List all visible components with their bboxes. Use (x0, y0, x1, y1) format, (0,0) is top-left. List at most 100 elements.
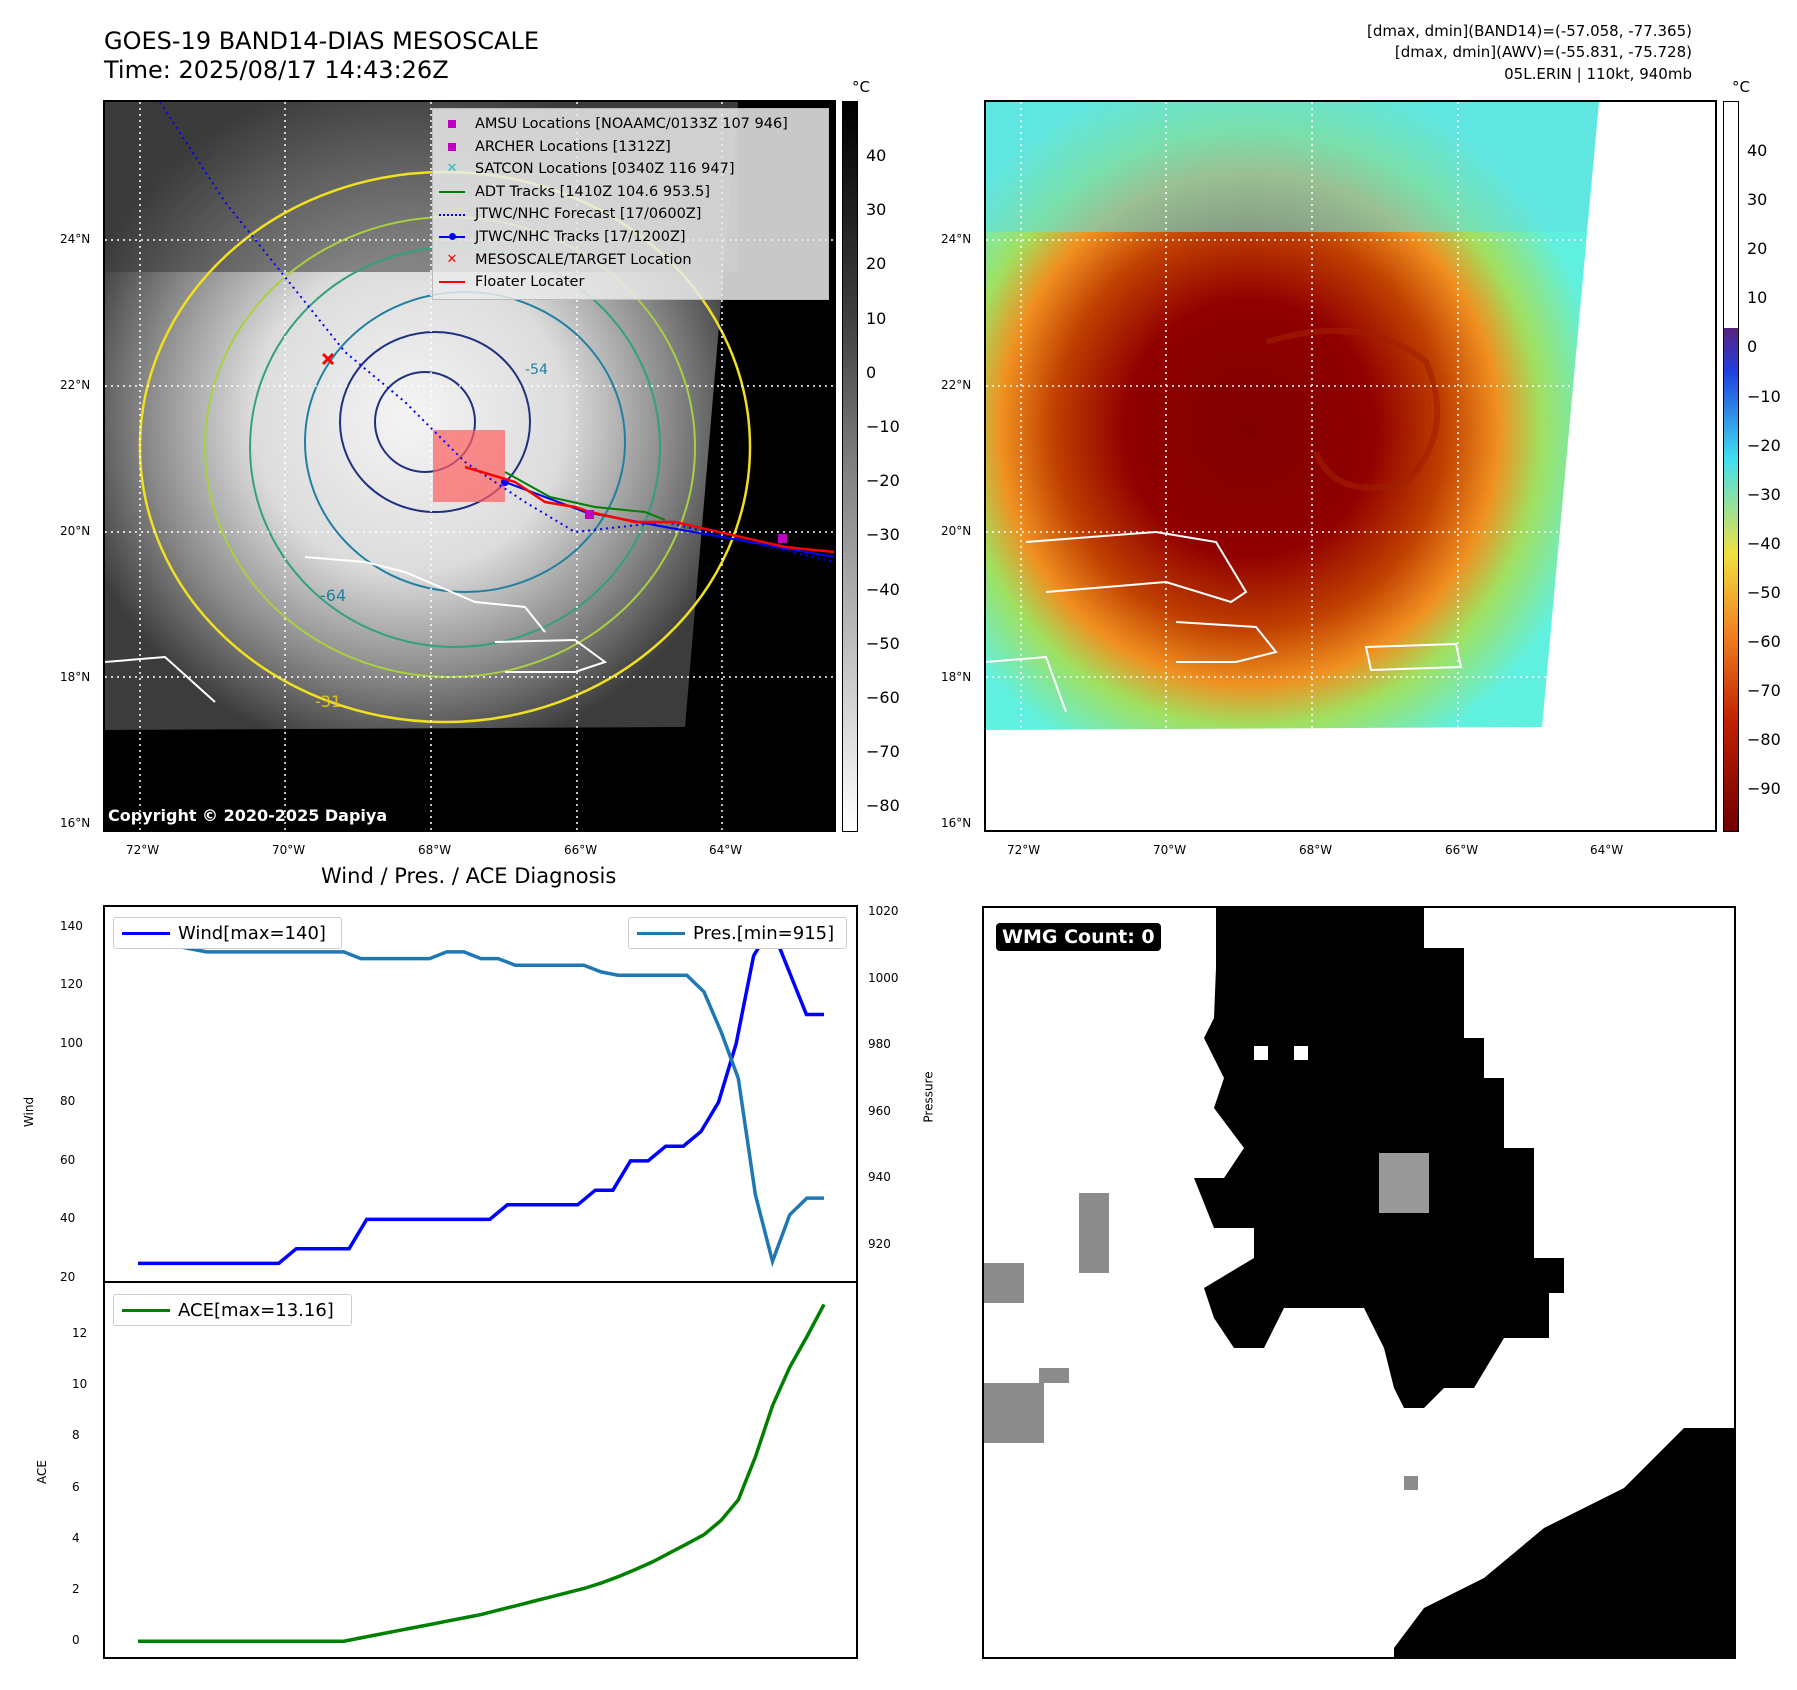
colorbar-tick-label: 20 (1747, 239, 1768, 259)
colorbar-tick-label: −40 (866, 579, 900, 599)
colorbar-left-unit: °C (852, 78, 870, 96)
wind-tick-label: 120 (60, 977, 83, 992)
wind-tick-label: 140 (60, 918, 83, 933)
lat-label: 24°N (60, 232, 91, 246)
colorbar-left (842, 101, 858, 832)
lon-label: 72°W (126, 843, 160, 857)
lon-label: 68°W (418, 843, 452, 857)
dotted-line-icon (439, 213, 465, 216)
legend-item-label: JTWC/NHC Tracks [17/1200Z] (475, 228, 686, 245)
lat-label: 22°N (941, 378, 972, 392)
wmg-panel: WMG Count: 0 (982, 906, 1736, 1659)
awv-color-panel (984, 100, 1717, 832)
wind-tick-label: 100 (60, 1035, 83, 1050)
colorbar-tick-label: −60 (866, 688, 900, 707)
wind-tick-label: 60 (60, 1152, 76, 1167)
colorbar-tick-label: −70 (1747, 681, 1781, 701)
pressure-tick-label: 960 (868, 1103, 891, 1118)
legend-item: ARCHER Locations [1312Z] (439, 136, 822, 159)
lat-label: 16°N (941, 816, 972, 830)
square-marker-icon (439, 120, 465, 129)
legend-item: JTWC/NHC Tracks [17/1200Z] (439, 226, 822, 249)
lon-label: 64°W (709, 843, 743, 857)
ace-legend-label: ACE[max=13.16] (178, 1299, 334, 1321)
contour-label: -64 (320, 586, 347, 605)
colorbar-tick-label: −50 (1747, 582, 1781, 602)
map-legend: AMSU Locations [NOAAMC/0133Z 107 946] ARC… (432, 108, 829, 300)
lon-label: 72°W (1007, 843, 1041, 857)
legend-line-icon (637, 931, 685, 935)
colorbar-tick-label: −30 (866, 525, 900, 545)
colorbar-tick-label: −70 (866, 742, 900, 762)
legend-item-label: AMSU Locations [NOAAMC/0133Z 107 946] (475, 116, 788, 132)
copyright-label: Copyright © 2020-2025 Dapiya (108, 806, 388, 825)
wind-tick-label: 40 (60, 1211, 76, 1226)
legend-item-label: MESOSCALE/TARGET Location (475, 251, 692, 268)
colorbar-tick-label: 20 (866, 254, 887, 274)
colorbar-tick-label: −80 (866, 796, 900, 816)
lat-label: 20°N (60, 524, 91, 538)
wmg-mask-image (984, 908, 1734, 1657)
legend-item: Floater Locater (439, 271, 822, 294)
lat-label: 24°N (941, 232, 972, 246)
colorbar-right-unit: °C (1732, 78, 1750, 96)
colorbar-tick-label: 30 (1747, 190, 1768, 210)
colorbar-tick-label: 10 (1747, 288, 1768, 308)
pressure-tick-label: 940 (868, 1170, 891, 1185)
x-marker-icon: ✕ (446, 161, 458, 177)
ace-tick-label: 8 (72, 1428, 80, 1443)
colorbar-tick-label: −10 (866, 417, 900, 436)
ace-tick-label: 10 (72, 1377, 88, 1392)
lon-label: 66°W (1445, 843, 1479, 857)
pressure-legend: Pres.[min=915] (628, 917, 847, 949)
line-icon (439, 191, 465, 194)
colorbar-tick-label: 0 (866, 362, 877, 382)
pressure-series-line (138, 926, 824, 1268)
colorbar-tick-label: −20 (1747, 435, 1781, 455)
title-line2: Time: 2025/08/17 14:43:26Z (104, 56, 449, 84)
pressure-legend-label: Pres.[min=915] (693, 922, 835, 944)
lon-label: 68°W (1299, 843, 1333, 857)
square-marker-icon (439, 142, 465, 151)
wind-series-line (138, 922, 824, 1266)
legend-item-label: Floater Locater (475, 274, 585, 291)
legend-item: ✕ MESOSCALE/TARGET Location (439, 249, 822, 272)
colorbar-tick-label: −80 (1747, 730, 1781, 750)
wind-tick-label: 20 (60, 1270, 76, 1284)
colorbar-tick-label: 40 (866, 146, 887, 165)
ace-tick-label: 2 (72, 1582, 80, 1596)
lat-label: 20°N (941, 524, 972, 538)
line-dot-icon (439, 233, 465, 241)
ace-legend: ACE[max=13.16] (113, 1294, 352, 1326)
header-right-line1: [dmax, dmin](BAND14)=(-57.058, -77.365) (1367, 22, 1692, 40)
awv-color-image (986, 102, 1599, 730)
line-icon (439, 281, 465, 284)
pressure-tick-label: 1020 (868, 904, 899, 918)
ace-tick-label: 6 (72, 1479, 80, 1494)
legend-item: JTWC/NHC Forecast [17/0600Z] (439, 203, 822, 226)
contour-label: -54 (525, 362, 548, 378)
colorbar-tick-label: −50 (866, 633, 900, 653)
colorbar-tick-label: −90 (1747, 779, 1781, 799)
pressure-tick-label: 920 (868, 1236, 891, 1251)
legend-item-label: ARCHER Locations [1312Z] (475, 138, 671, 155)
legend-line-icon (122, 931, 170, 935)
ace-tick-label: 12 (72, 1326, 88, 1341)
diagnosis-chart-title: Wind / Pres. / ACE Diagnosis (321, 864, 617, 888)
legend-item-label: JTWC/NHC Forecast [17/0600Z] (475, 206, 702, 223)
pressure-tick-label: 980 (868, 1037, 891, 1052)
legend-item: AMSU Locations [NOAAMC/0133Z 107 946] (439, 113, 822, 136)
colorbar-tick-label: 40 (1747, 141, 1768, 160)
lat-label: 22°N (60, 378, 91, 392)
legend-item: ✕ SATCON Locations [0340Z 116 947] (439, 158, 822, 181)
lat-label: 18°N (60, 670, 91, 684)
legend-item-label: ADT Tracks [1410Z 104.6 953.5] (475, 183, 711, 200)
colorbar-tick-label: −60 (1747, 632, 1781, 651)
lon-label: 64°W (1590, 843, 1624, 857)
ace-series-line (138, 1303, 826, 1643)
title-line1: GOES-19 BAND14-DIAS MESOSCALE (104, 27, 540, 55)
header-right-line2: [dmax, dmin](AWV)=(-55.831, -75.728) (1394, 43, 1692, 61)
wmg-count-badge: WMG Count: 0 (996, 923, 1161, 951)
x-marker-icon: ✕ (446, 251, 458, 267)
